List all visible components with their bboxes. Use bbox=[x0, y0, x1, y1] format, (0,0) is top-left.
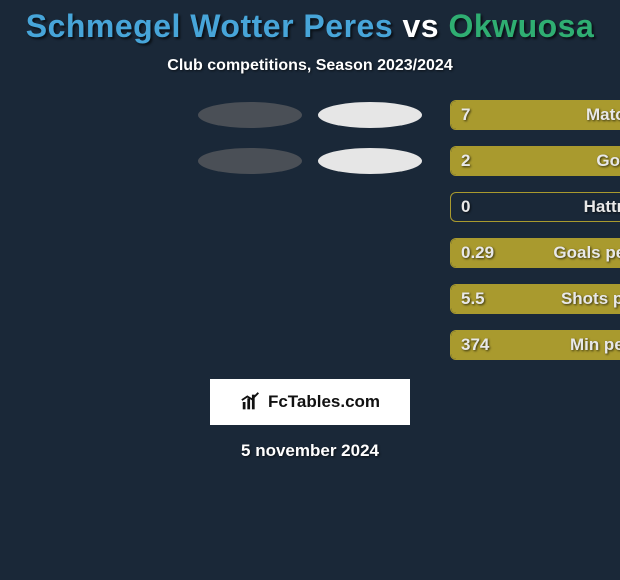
bar-track: 00Hattricks bbox=[450, 192, 620, 222]
bar-value-left: 0.29 bbox=[461, 239, 494, 267]
avatar-right bbox=[198, 148, 302, 174]
date: 5 november 2024 bbox=[241, 441, 379, 461]
bar-value-left: 5.5 bbox=[461, 285, 485, 313]
subtitle: Club competitions, Season 2023/2024 bbox=[167, 57, 452, 75]
bar-track: 374Min per goal bbox=[450, 330, 620, 360]
bar-value-left: 0 bbox=[461, 193, 470, 221]
bar-track: 5.5Shots per goal bbox=[450, 284, 620, 314]
bar-track: 0.29Goals per match bbox=[450, 238, 620, 268]
avatar-left bbox=[318, 148, 422, 174]
logo-box: FcTables.com bbox=[210, 379, 410, 425]
chart-icon bbox=[240, 391, 262, 413]
title-vs: vs bbox=[403, 8, 440, 44]
bar-value-left: 2 bbox=[461, 147, 470, 175]
bar-value-left: 7 bbox=[461, 101, 470, 129]
bar-track: 20Goals bbox=[450, 146, 620, 176]
bar-label: Hattricks bbox=[451, 193, 620, 221]
title-player2: Okwuosa bbox=[448, 8, 594, 44]
avatar-right bbox=[198, 102, 302, 128]
logo-text: FcTables.com bbox=[268, 392, 380, 412]
title-player1: Schmegel Wotter Peres bbox=[26, 8, 393, 44]
title: Schmegel Wotter Peres vs Okwuosa bbox=[26, 8, 595, 45]
bar-value-left: 374 bbox=[461, 331, 489, 359]
bar-fill-right bbox=[579, 101, 620, 129]
avatar-left bbox=[318, 102, 422, 128]
bar-fill-left bbox=[451, 147, 620, 175]
comparison-card: Schmegel Wotter Peres vs Okwuosa Club co… bbox=[0, 0, 620, 461]
bar-track: 711Matches bbox=[450, 100, 620, 130]
